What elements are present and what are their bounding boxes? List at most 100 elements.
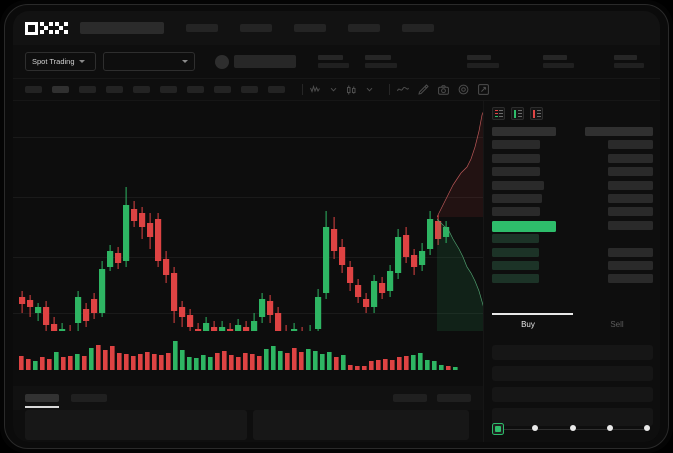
toolbar-divider [389, 84, 390, 95]
drawing-tools-icon[interactable] [418, 84, 429, 95]
orderbook-size-cell [607, 193, 653, 203]
orderbook-size-cell [607, 140, 653, 150]
tab-sell[interactable]: Sell [610, 320, 624, 329]
orderbook-price-cell [492, 140, 541, 150]
chart-gridline [13, 257, 483, 258]
timeframe-button-5[interactable] [133, 86, 150, 93]
tab-buy[interactable]: Buy [521, 320, 535, 329]
orderbook-row[interactable] [492, 260, 653, 270]
slider-step-dot[interactable] [532, 425, 539, 431]
pair-name-label [234, 55, 296, 68]
timeframe-button-10[interactable] [268, 86, 285, 93]
fullscreen-icon[interactable] [478, 84, 489, 95]
order-field-3[interactable] [492, 387, 653, 402]
stat-value [318, 63, 349, 68]
okx-logo-x-icon [55, 21, 68, 35]
orderbook-price-cell [492, 180, 544, 190]
nav-item-4[interactable] [348, 24, 380, 32]
orderbook-row[interactable] [492, 274, 653, 284]
timeframe-button-1[interactable] [25, 86, 42, 93]
order-field-4[interactable] [492, 408, 653, 426]
chart-gridline [13, 137, 483, 138]
snapshot-icon[interactable] [438, 84, 449, 95]
timeframe-button-7[interactable] [187, 86, 204, 93]
pair-coin-avatar [215, 54, 229, 69]
bottom-tabs [13, 386, 483, 410]
app-screen: OKX Spot Trading [13, 11, 660, 442]
bottom-tab-1[interactable] [25, 394, 59, 408]
amount-slider[interactable] [492, 423, 653, 435]
orderbook-row[interactable] [492, 180, 653, 190]
bottom-panel-2[interactable] [253, 410, 469, 440]
bottom-tab-2[interactable] [71, 394, 107, 402]
nav-item-5[interactable] [402, 24, 434, 32]
order-field-1[interactable] [492, 345, 653, 360]
orderbook-row[interactable] [492, 140, 653, 150]
orderbook-mode-asks-icon[interactable] [530, 107, 543, 120]
timeframe-button-2[interactable] [52, 86, 69, 93]
orderbook-size-cell [607, 220, 653, 230]
orderbook-price-cell [492, 234, 539, 244]
slider-step-dot[interactable] [644, 425, 650, 431]
chart-gridline [13, 313, 483, 314]
line-chart-icon[interactable] [397, 85, 409, 94]
bottom-action-1[interactable] [393, 394, 427, 402]
orderbook-price-cell [492, 153, 541, 163]
candlestick-icon[interactable] [346, 85, 357, 95]
buy-sell-tabs: Buy Sell [484, 313, 660, 341]
search-input[interactable] [80, 22, 164, 34]
market-type-label: Spot Trading [32, 57, 75, 66]
stat-label [543, 55, 567, 60]
orderbook-row[interactable] [492, 193, 653, 203]
orderbook-row[interactable] [492, 207, 653, 217]
okx-logo[interactable]: OKX [25, 21, 68, 35]
timeframe-button-8[interactable] [214, 86, 231, 93]
trading-pair-dropdown[interactable] [103, 52, 195, 71]
okx-logo-k-icon [40, 21, 53, 35]
stat-block-4 [543, 55, 574, 68]
stat-block-5 [614, 55, 644, 68]
orderbook-price-cell [492, 207, 541, 217]
nav-item-3[interactable] [294, 24, 326, 32]
orderbook-list[interactable] [484, 127, 660, 313]
orderbook-size-cell [607, 207, 653, 217]
orderbook-size-cell [607, 274, 653, 284]
bottom-action-2[interactable] [437, 394, 471, 402]
stat-label [467, 55, 491, 60]
orderbook-row[interactable] [492, 220, 653, 232]
orderbook-size-cell [585, 127, 653, 136]
orderbook-row[interactable] [492, 127, 653, 136]
timeframe-button-9[interactable] [241, 86, 258, 93]
timeframe-button-6[interactable] [160, 86, 177, 93]
bottom-tab-active-underline [25, 406, 59, 408]
chevron-down-icon[interactable] [366, 86, 373, 93]
bottom-panel-1[interactable] [25, 410, 247, 440]
order-field-2[interactable] [492, 366, 653, 381]
stat-block-3 [467, 55, 499, 68]
orderbook-size-cell [607, 180, 653, 190]
indicators-icon[interactable] [310, 85, 321, 94]
order-panel: Buy Sell [483, 101, 660, 442]
market-type-dropdown[interactable]: Spot Trading [25, 52, 96, 71]
slider-step-dot[interactable] [606, 425, 613, 431]
settings-gear-icon[interactable] [458, 84, 469, 95]
slider-handle[interactable] [492, 423, 504, 435]
orderbook-row[interactable] [492, 247, 653, 257]
orderbook-row[interactable] [492, 167, 653, 177]
slider-step-dot[interactable] [569, 425, 576, 431]
orderbook-row[interactable] [492, 153, 653, 163]
nav-item-2[interactable] [240, 24, 272, 32]
orderbook-mode-bids-icon[interactable] [511, 107, 524, 120]
price-chart[interactable] [13, 101, 483, 386]
stat-block-1 [318, 55, 349, 68]
orderbook-size-cell [607, 260, 653, 270]
timeframe-button-4[interactable] [106, 86, 123, 93]
orderbook-price-cell [492, 260, 539, 270]
volume-series [19, 341, 458, 370]
orderbook-row[interactable] [492, 234, 653, 244]
orderbook-mode-both-icon[interactable] [492, 107, 505, 120]
chevron-down-icon[interactable] [330, 86, 337, 93]
timeframe-button-3[interactable] [79, 86, 96, 93]
nav-item-1[interactable] [186, 24, 218, 32]
